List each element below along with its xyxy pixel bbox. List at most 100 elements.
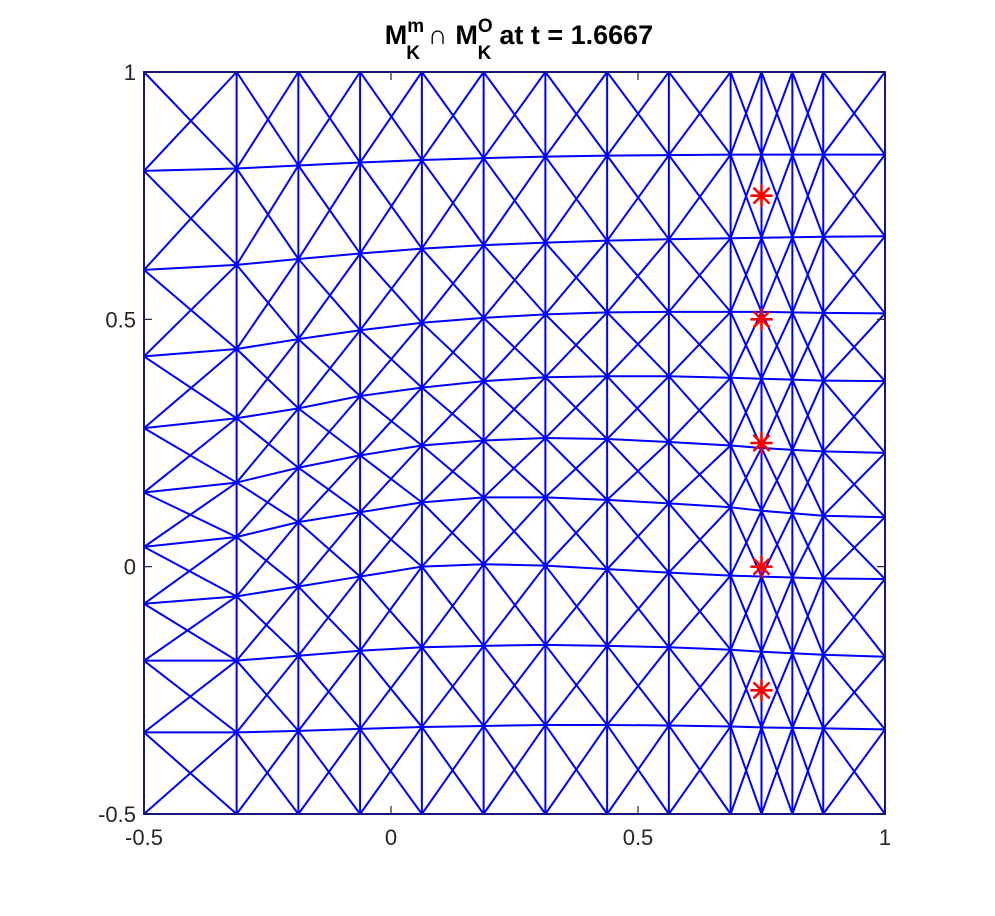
mesh-edge-diagonal (235, 654, 300, 734)
mesh-edge-horizontal (143, 481, 238, 494)
mesh-edge-horizontal (235, 338, 300, 351)
mesh-edge-diagonal (235, 585, 300, 662)
mesh-edge-diagonal (544, 643, 609, 726)
title-subscript-1: K (406, 43, 420, 64)
mesh-edge-horizontal (297, 575, 362, 588)
mesh-edge-horizontal (359, 444, 423, 457)
mesh-edge-horizontal (359, 725, 423, 730)
mesh-edge-diagonal (235, 71, 300, 167)
mesh-edge-horizontal (143, 167, 238, 172)
mesh-edge-diagonal (667, 646, 732, 728)
mesh-edge-horizontal (667, 724, 732, 728)
mesh-edge-diagonal (297, 729, 362, 815)
mesh-edge-diagonal (359, 395, 423, 447)
mesh-edge-diagonal (822, 450, 886, 519)
title-rest: at t = 1.6667 (499, 20, 653, 50)
title-subscript-2: K (478, 43, 492, 64)
x-tick-label: 1 (879, 825, 891, 850)
mesh-edge-diagonal (544, 564, 609, 647)
y-tick-label: 1 (124, 60, 136, 85)
mesh-edge-diagonal (297, 71, 362, 164)
mesh-edge-diagonal (606, 375, 670, 441)
mesh-edge-diagonal (143, 602, 238, 662)
mesh-edge-horizontal (359, 646, 423, 652)
mesh-edge-horizontal (791, 448, 825, 453)
mesh-edge-horizontal (235, 521, 300, 538)
mesh-edge-diagonal (420, 386, 485, 442)
axes: -0.5 0 0.5 1 -0.5 0 0.5 1 (98, 60, 891, 850)
mesh-edge-diagonal (482, 724, 547, 815)
mesh-edge-diagonal (235, 595, 300, 657)
mesh-edge-diagonal (822, 311, 886, 383)
y-tick-label: 0.5 (105, 307, 136, 332)
mesh-edge-horizontal (420, 563, 485, 568)
mesh-edge-diagonal (143, 71, 238, 170)
mesh-edge-diagonal (420, 71, 485, 160)
mesh-edge-horizontal (760, 377, 794, 381)
mesh-edge-diagonal (297, 521, 362, 578)
mesh-edge-diagonal (822, 235, 886, 315)
mesh-edge-horizontal (297, 511, 362, 524)
mesh-edge-horizontal (822, 727, 886, 731)
mesh-edge-diagonal (482, 563, 547, 646)
mesh-edge-horizontal (420, 439, 485, 447)
mesh-edge-diagonal (297, 585, 362, 652)
mesh-edge-horizontal (297, 252, 362, 260)
mesh-edge-diagonal (544, 376, 609, 441)
mesh-edge-horizontal (482, 313, 547, 319)
x-tick-label: 0.5 (623, 825, 654, 850)
mesh-edge-diagonal (544, 155, 609, 242)
mesh-edge-horizontal (606, 644, 670, 649)
mesh-edge-horizontal (544, 564, 609, 571)
mesh-edge-diagonal (729, 237, 763, 313)
mesh-edge-diagonal (143, 169, 238, 266)
mesh-edge-diagonal (791, 652, 825, 730)
mesh-edge-diagonal (606, 723, 670, 815)
mesh-edge-diagonal (482, 439, 547, 499)
mesh-edge-diagonal (729, 506, 763, 578)
data-point-marker (750, 431, 773, 455)
mesh-edge-horizontal (544, 311, 609, 316)
mesh-edge-horizontal (482, 723, 547, 727)
y-tick-label: -0.5 (98, 802, 136, 827)
mesh-edge-horizontal (235, 585, 300, 598)
mesh-edge-diagonal (791, 448, 825, 517)
mesh-edge-horizontal (482, 643, 547, 647)
mesh-edge-diagonal (297, 164, 362, 255)
mesh-edge-diagonal (420, 159, 485, 247)
mesh-edge-diagonal (729, 725, 763, 815)
mesh-edge-horizontal (606, 438, 670, 444)
mesh-edge-horizontal (544, 437, 609, 441)
data-point-marker (750, 679, 773, 702)
mesh-edge-horizontal (359, 321, 423, 332)
mesh-edge-diagonal (606, 154, 670, 241)
mesh-edge-diagonal (235, 521, 300, 598)
mesh-edge-horizontal (297, 649, 362, 657)
mesh-edge-diagonal (235, 659, 300, 732)
mesh-edge-diagonal (822, 379, 886, 454)
mesh-edge-diagonal (143, 427, 238, 484)
mesh-edge-diagonal (359, 649, 423, 728)
mesh-edge-diagonal (822, 514, 886, 581)
mesh-edge-diagonal (143, 595, 238, 662)
mesh-edge-diagonal (729, 71, 763, 156)
mesh-edge-diagonal (760, 71, 794, 156)
mesh-edge-horizontal (482, 155, 547, 160)
mesh-edge-horizontal (729, 574, 763, 578)
mesh-edge-diagonal (420, 565, 485, 647)
mesh-edge-diagonal (235, 167, 300, 260)
title-superscript-2: O (478, 16, 493, 37)
mesh-edge-horizontal (143, 595, 238, 605)
mesh-edge-diagonal (297, 252, 362, 341)
mesh-edge-diagonal (729, 310, 763, 380)
mesh-edge-diagonal (606, 568, 670, 649)
mesh-edge-horizontal (667, 502, 732, 509)
mesh-edge-diagonal (359, 454, 423, 504)
mesh-edge-diagonal (359, 727, 423, 815)
mesh-edge-diagonal (420, 501, 485, 566)
mesh-edge-diagonal (822, 71, 886, 156)
mesh-edge-horizontal (729, 725, 763, 729)
mesh-edge-diagonal (482, 244, 547, 316)
mesh-edge-horizontal (420, 644, 485, 649)
mesh-edge-diagonal (235, 731, 300, 815)
